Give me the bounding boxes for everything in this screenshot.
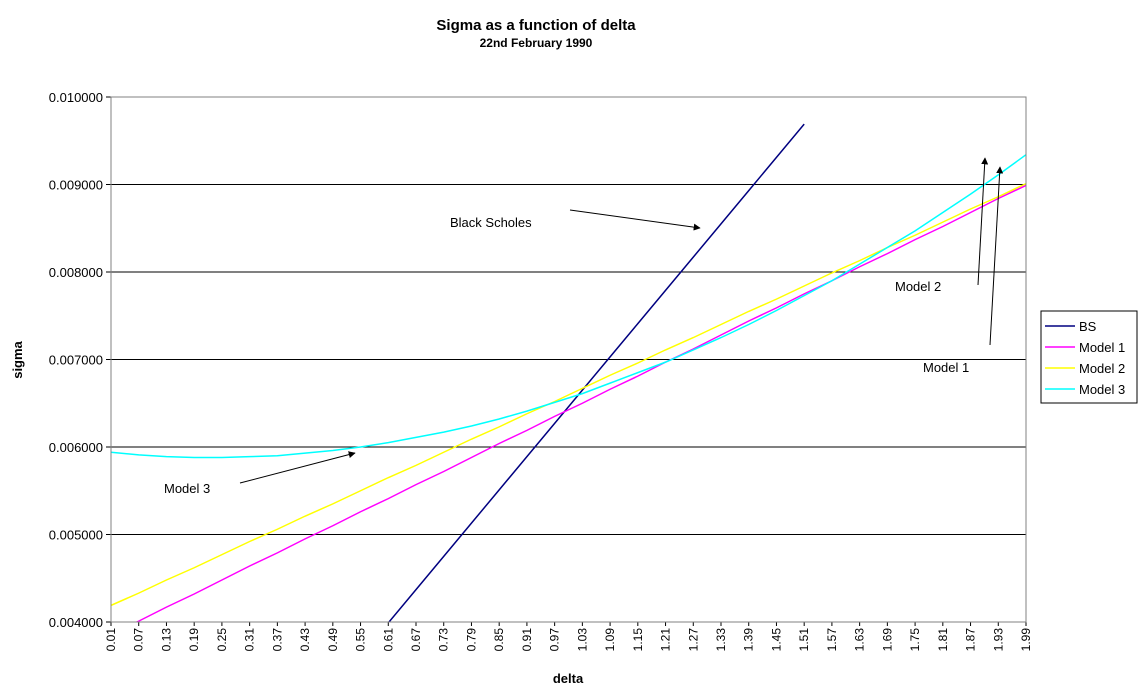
x-tick-label: 1.63 [853, 628, 867, 652]
series-lines [111, 123, 1026, 622]
series-line-model-1 [135, 184, 1026, 622]
x-tick-label: 1.75 [908, 628, 922, 652]
chart-title: Sigma as a function of delta [436, 17, 636, 34]
legend-label-model-3: Model 3 [1079, 382, 1125, 397]
x-tick-label: 1.87 [964, 628, 978, 652]
legend: BS Model 1 Model 2 Model 3 [1040, 310, 1138, 404]
legend-label-bs: BS [1079, 319, 1097, 334]
x-tick-label: 1.09 [603, 628, 617, 652]
x-tick-label: 0.25 [215, 628, 229, 652]
y-tick-label: 0.004000 [49, 615, 103, 630]
x-tick-label: 1.51 [797, 628, 811, 652]
x-axis-title: delta [553, 671, 584, 686]
annotation-arrow-model-2 [977, 157, 989, 286]
x-tick-label: 0.85 [492, 628, 506, 652]
x-tick-label: 0.49 [326, 628, 340, 652]
legend-label-model-1: Model 1 [1079, 340, 1125, 355]
x-tick-label: 1.21 [659, 628, 673, 652]
annotation-model-2: Model 2 [895, 279, 941, 294]
x-tick-label: 0.79 [464, 628, 478, 652]
y-tick-label: 0.005000 [49, 528, 103, 543]
annotation-arrow-black-scholes [569, 209, 701, 231]
x-tick-label: 1.33 [714, 628, 728, 652]
annotation-black-scholes: Black Scholes [450, 215, 532, 230]
y-tick-label: 0.008000 [49, 265, 103, 280]
x-tick-label: 1.81 [936, 628, 950, 652]
y-axis-title: sigma [10, 340, 25, 378]
y-tick-label: 0.009000 [49, 178, 103, 193]
annotation-model-1: Model 1 [923, 360, 969, 375]
x-ticks: 0.01 0.07 0.13 0.19 0.25 0.31 0.37 0.43 0.49 0.55… [104, 622, 1033, 651]
x-tick-label: 1.99 [1019, 628, 1033, 652]
x-tick-label: 0.19 [187, 628, 201, 652]
chart-subtitle: 22nd February 1990 [480, 36, 593, 50]
x-tick-label: 1.15 [631, 628, 645, 652]
y-tick-label: 0.007000 [49, 353, 103, 368]
plot-area-border [110, 96, 1027, 623]
x-tick-label: 1.57 [825, 628, 839, 652]
y-tick-label: 0.006000 [49, 440, 103, 455]
y-ticks: 0.004000 0.005000 0.006000 0.007000 0.008000… [49, 90, 111, 630]
x-tick-label: 0.31 [243, 628, 257, 652]
x-tick-label: 0.97 [548, 628, 562, 652]
x-tick-label: 0.73 [437, 628, 451, 652]
annotations: Black Scholes Model 2 Model 1 Model 3 [164, 157, 1004, 496]
grid [111, 96, 1026, 623]
x-tick-label: 1.39 [742, 628, 756, 652]
annotation-model-3: Model 3 [164, 481, 210, 496]
x-tick-label: 0.43 [298, 628, 312, 652]
x-tick-label: 0.01 [104, 628, 118, 652]
x-tick-label: 0.67 [409, 628, 423, 652]
annotation-arrow-model-3 [239, 451, 356, 484]
x-tick-label: 0.91 [520, 628, 534, 652]
series-line-model-2 [111, 182, 1026, 607]
x-tick-label: 1.03 [575, 628, 589, 652]
x-tick-label: 0.55 [354, 628, 368, 652]
x-tick-label: 1.27 [686, 628, 700, 652]
y-tick-label: 0.010000 [49, 90, 103, 105]
series-line-bs [388, 123, 805, 622]
x-tick-label: 1.45 [769, 628, 783, 652]
series-line-model-3 [111, 154, 1026, 459]
x-tick-label: 0.13 [159, 628, 173, 652]
x-tick-label: 0.61 [381, 628, 395, 652]
x-tick-label: 0.07 [132, 628, 146, 652]
annotation-arrow-model-1 [989, 166, 1004, 346]
x-tick-label: 1.93 [991, 628, 1005, 652]
x-tick-label: 0.37 [270, 628, 284, 652]
legend-label-model-2: Model 2 [1079, 361, 1125, 376]
x-tick-label: 1.69 [880, 628, 894, 652]
